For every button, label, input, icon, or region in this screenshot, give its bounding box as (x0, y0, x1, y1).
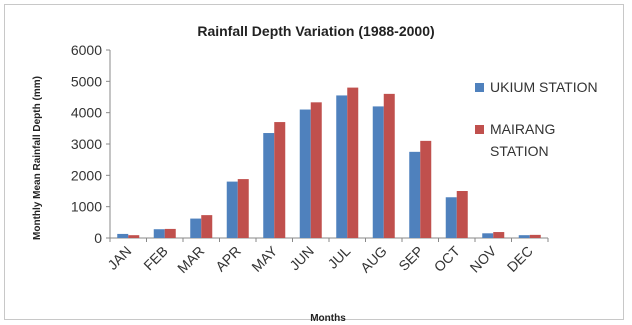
y-tick-label: 5000 (71, 73, 102, 89)
bar-mairang-station-feb (164, 228, 176, 238)
bar-mairang-station-aug (383, 93, 395, 238)
legend-swatch (475, 83, 484, 92)
legend-label-line: MAIRANG (490, 121, 555, 137)
legend-entry: UKIUM STATION (490, 79, 598, 95)
y-tick-label: 3000 (71, 136, 102, 152)
bar-mairang-station-oct (456, 191, 468, 238)
bar-mairang-station-jul (347, 87, 359, 238)
x-tick-label: FEB (140, 243, 171, 274)
bar-ukium-station-jan (117, 233, 129, 238)
chart-title: Rainfall Depth Variation (1988-2000) (197, 23, 434, 39)
x-tick-label: JUN (286, 243, 317, 274)
bar-mairang-station-may (274, 122, 286, 238)
bar-ukium-station-aug (372, 106, 384, 239)
legend-label-line: STATION (490, 143, 549, 159)
bar-ukium-station-may (263, 133, 275, 238)
x-tick-label: NOV (467, 242, 500, 275)
legend: UKIUM STATION MAIRANG STATION (475, 79, 598, 159)
y-tick-label: 2000 (71, 167, 102, 183)
y-tick-label: 0 (94, 230, 102, 246)
x-tick-label: MAR (174, 243, 207, 276)
bar-ukium-station-oct (445, 197, 457, 238)
x-tick-label: JUL (324, 243, 353, 272)
bar-mairang-station-sep (420, 140, 432, 238)
x-tick-label: DEC (504, 243, 536, 275)
axes (106, 49, 549, 242)
bar-ukium-station-jul (336, 95, 348, 238)
x-tick-label: MAY (248, 242, 280, 274)
x-tick-label: OCT (431, 242, 464, 275)
bar-mairang-station-nov (493, 232, 505, 238)
x-tick-label: SEP (395, 243, 426, 274)
x-tick-label: AUG (357, 243, 390, 276)
x-axis-title: Months (310, 313, 346, 324)
bar-mairang-station-jun (310, 102, 322, 239)
bar-ukium-station-mar (190, 218, 202, 238)
bar-ukium-station-nov (482, 233, 494, 238)
x-tick-label: JAN (104, 243, 134, 273)
bars (117, 87, 541, 239)
bar-ukium-station-sep (409, 151, 421, 238)
bar-ukium-station-apr (226, 181, 238, 238)
legend-swatch (475, 125, 484, 134)
bar-mairang-station-jan (128, 235, 140, 238)
legend-label-line: UKIUM STATION (490, 79, 598, 95)
bar-mairang-station-dec (529, 234, 541, 238)
legend-entry: MAIRANG STATION (490, 121, 555, 159)
bar-ukium-station-feb (153, 229, 165, 238)
y-tick-label: 4000 (71, 105, 102, 121)
bar-mairang-station-mar (201, 215, 213, 238)
bar-mairang-station-apr (237, 179, 249, 238)
y-axis-title: Monthly Mean Rainfall Depth (mm) (32, 76, 43, 240)
x-tick-label: APR (212, 243, 244, 275)
bar-ukium-station-dec (518, 235, 530, 238)
bar-ukium-station-jun (299, 109, 311, 239)
y-tick-label: 1000 (71, 199, 102, 215)
y-tick-label: 6000 (71, 42, 102, 58)
